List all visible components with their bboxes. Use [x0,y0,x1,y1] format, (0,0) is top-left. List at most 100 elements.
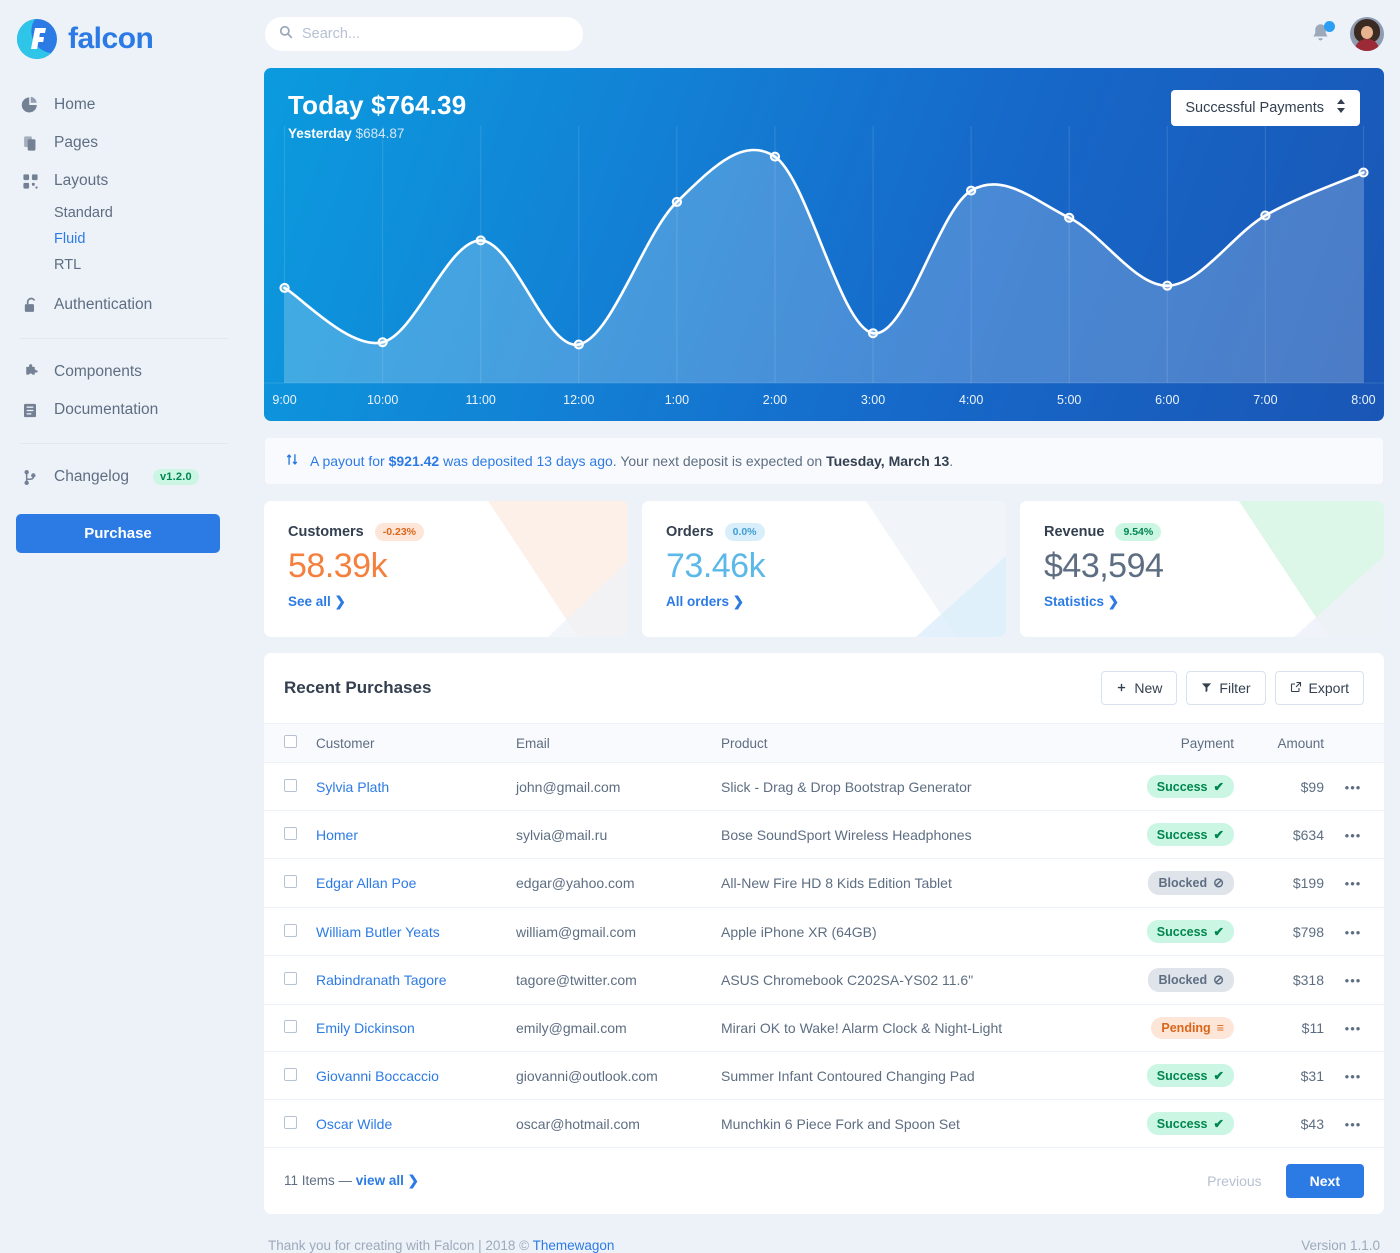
payments-filter-select[interactable]: Successful Payments [1171,90,1360,126]
purchase-button[interactable]: Purchase [16,514,220,553]
items-count: 11 Items — view all ❯ [284,1173,419,1188]
chart-data-point[interactable] [279,282,290,293]
column-actions [1332,723,1384,763]
row-menu-icon[interactable]: ••• [1344,973,1362,988]
cell-amount: $318 [1242,955,1332,1005]
row-checkbox[interactable] [284,1020,297,1033]
chart-data-point[interactable] [867,328,879,339]
row-checkbox[interactable] [284,923,297,937]
chart-data-point[interactable] [573,339,584,350]
chart-titles: Today $764.39 Yesterday $684.87 [288,90,466,141]
sidebar-item-documentation[interactable]: Documentation [16,391,232,429]
avatar[interactable] [1350,17,1384,51]
sidebar-item-layouts[interactable]: Layouts [16,162,232,200]
customer-link[interactable]: Edgar Allan Poe [316,875,417,891]
sidebar-subitem-rtl[interactable]: RTL [54,257,82,273]
cell-customer: Oscar Wilde [308,1099,508,1148]
search-input[interactable] [302,26,569,42]
table-row: William Butler Yeats william@gmail.com App… [264,907,1384,956]
row-menu-icon[interactable]: ••• [1344,779,1362,795]
bell-icon[interactable] [1310,21,1335,46]
customer-link[interactable]: Rabindranath Tagore [316,972,447,988]
table-actions: New Filter Export [1101,671,1364,705]
chart-data-point[interactable] [1358,167,1369,178]
chart-data-point[interactable] [1064,212,1075,223]
sidebar-subitem-standard[interactable]: Standard [54,205,113,221]
customer-link[interactable]: Emily Dickinson [316,1020,415,1036]
chart-data-point[interactable] [769,151,781,162]
row-menu-icon[interactable]: ••• [1344,924,1362,940]
stat-title: Orders [666,524,714,540]
row-menu-icon[interactable]: ••• [1344,827,1362,843]
search-box[interactable] [264,16,584,52]
row-menu-icon[interactable]: ••• [1344,876,1362,891]
row-select-cell [264,907,308,956]
themewagon-link[interactable]: Themewagon [532,1238,615,1253]
chart-data-point[interactable] [377,337,388,348]
new-button[interactable]: New [1101,671,1178,705]
table-row: Rabindranath Tagore tagore@twitter.com ASU… [264,955,1384,1005]
success-icon: ✔ [1213,1069,1224,1083]
row-checkbox[interactable] [284,1115,297,1129]
success-icon: ✔ [1213,828,1224,842]
stat-card-revenue: Revenue 9.54% $43,594 Statistics ❯ [1020,501,1384,637]
sidebar-item-pages[interactable]: Pages [16,124,232,162]
table-row: Giovanni Boccaccio giovanni@outlook.com Su… [264,1051,1384,1100]
blocked-icon: ⊘ [1213,972,1224,987]
row-checkbox[interactable] [284,826,297,840]
chart-data-point[interactable] [671,196,683,207]
cell-amount: $11 [1242,1004,1332,1052]
brand[interactable]: falcon [16,0,232,86]
row-checkbox[interactable] [284,972,297,985]
row-checkbox[interactable] [284,1067,297,1081]
view-all-link[interactable]: view all ❯ [355,1173,419,1188]
customer-link[interactable]: Sylvia Plath [316,778,390,795]
select-all-header [264,723,308,763]
export-button[interactable]: Export [1274,671,1364,705]
table-title: Recent Purchases [284,678,432,697]
stat-link[interactable]: Statistics ❯ [1044,594,1120,609]
cell-amount: $99 [1242,762,1332,811]
row-checkbox[interactable] [284,875,297,888]
table-row: Sylvia Plath john@gmail.com Slick - Drag &… [264,762,1384,811]
row-menu-icon[interactable]: ••• [1344,1068,1362,1084]
previous-button[interactable]: Previous [1207,1173,1262,1189]
sidebar-item-changelog[interactable]: Changelog v1.2.0 [16,458,232,496]
stat-link[interactable]: All orders ❯ [666,594,745,609]
row-menu-icon[interactable]: ••• [1344,1021,1362,1036]
cell-product: Apple iPhone XR (64GB) [713,907,1092,956]
row-select-cell [264,1099,308,1148]
cell-product: Bose SoundSport Wireless Headphones [713,810,1092,859]
chart-data-point[interactable] [1162,280,1173,291]
sidebar-item-authentication[interactable]: Authentication [16,286,232,324]
stat-header: Revenue 9.54% [1044,523,1360,541]
cell-actions: ••• [1332,1051,1384,1100]
topbar [264,0,1384,68]
cell-payment: Pending ≡ [1092,1004,1242,1052]
cell-amount: $31 [1242,1051,1332,1100]
sidebar-subitem-fluid[interactable]: Fluid [54,231,86,247]
chart-data-point[interactable] [965,185,977,196]
next-button[interactable]: Next [1285,1164,1364,1198]
cell-actions: ••• [1332,1004,1384,1052]
puzzle-icon [20,362,40,382]
chart-data-point[interactable] [475,235,486,246]
filter-button[interactable]: Filter [1186,671,1266,705]
customer-link[interactable]: Giovanni Boccaccio [316,1067,439,1084]
stat-card-customers: Customers -0.23% 58.39k See all ❯ [264,501,628,637]
select-all-checkbox[interactable] [284,735,297,748]
row-checkbox[interactable] [284,778,297,792]
customer-link[interactable]: Homer [316,826,359,843]
x-axis-tick: 12:00 [563,393,595,407]
pagination: Previous Next [1193,1164,1364,1198]
customer-link[interactable]: Oscar Wilde [316,1115,393,1132]
sidebar-item-home[interactable]: Home [16,86,232,124]
success-icon: ✔ [1213,1117,1224,1131]
row-menu-icon[interactable]: ••• [1344,1116,1362,1132]
chart-data-point[interactable] [1260,210,1271,221]
version-badge: v1.2.0 [152,469,199,485]
stat-link[interactable]: See all ❯ [288,594,346,609]
sidebar-item-components[interactable]: Components [16,353,232,391]
page-footer: Thank you for creating with Falcon | 201… [264,1214,1384,1253]
customer-link[interactable]: William Butler Yeats [316,923,440,940]
